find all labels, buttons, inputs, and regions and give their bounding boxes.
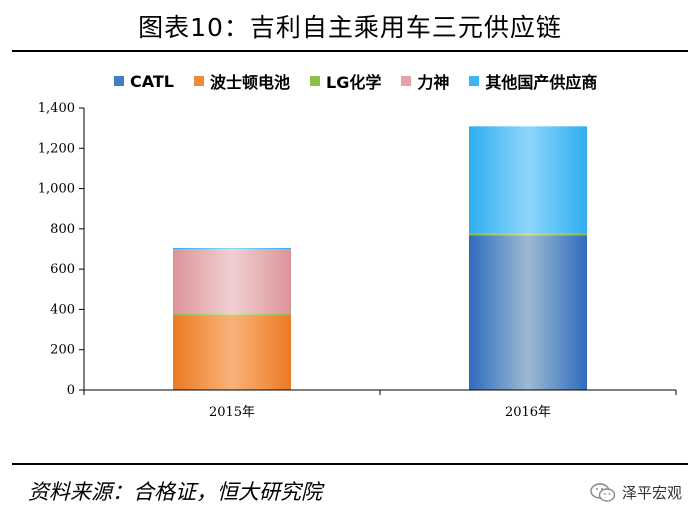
y-tick-label: 400 (50, 302, 75, 317)
bar-segment (173, 314, 291, 316)
x-tick-label: 2015年 (209, 405, 255, 420)
legend-item-boston: 波士顿电池 (194, 69, 290, 93)
footer-divider (12, 463, 688, 465)
legend-label-lg: LG化学 (326, 73, 382, 92)
brand-watermark: 泽平宏观 (590, 482, 682, 503)
legend-swatch-others (469, 76, 480, 86)
bars (173, 126, 587, 390)
bar-segment (173, 249, 291, 315)
legend-item-others: 其他国产供应商 (469, 69, 597, 93)
y-axis-ticks: 0 200 400 600 800 1,000 1,200 1,400 (38, 101, 84, 398)
source-note: 资料来源：合格证，恒大研究院 (28, 480, 322, 504)
y-tick-label: 1,400 (38, 101, 75, 116)
bar-segment (469, 233, 587, 236)
bar-segment (173, 247, 291, 250)
axes (83, 108, 676, 391)
brand-name: 泽平宏观 (621, 484, 682, 502)
x-axis-ticks: 2015年 2016年 (83, 390, 677, 420)
legend-label-catl: CATL (130, 71, 174, 91)
legend-item-catl: CATL (114, 72, 174, 91)
legend-label-others: 其他国产供应商 (485, 73, 598, 92)
legend: CATL 波士顿电池 LG化学 力神 其他国产供应商 (114, 70, 617, 92)
legend-item-lishen: 力神 (401, 69, 449, 93)
wechat-icon (590, 482, 616, 502)
x-tick-label: 2016年 (505, 405, 551, 420)
stacked-bar-chart: 0 200 400 600 800 1,000 1,200 1,400 2015年 2016年 (38, 101, 677, 420)
y-tick-label: 1,200 (38, 141, 75, 156)
bar-segment (469, 235, 587, 390)
legend-label-lishen: 力神 (417, 73, 450, 92)
legend-label-boston: 波士顿电池 (210, 73, 291, 92)
legend-item-lg: LG化学 (310, 69, 381, 93)
chart-title: 图表10：吉利自主乘用车三元供应链 (138, 13, 562, 42)
title-divider (12, 50, 688, 52)
y-tick-label: 800 (50, 222, 75, 237)
legend-swatch-boston (194, 76, 204, 86)
y-tick-label: 600 (50, 262, 75, 277)
bar-segment (469, 126, 587, 234)
y-tick-label: 0 (67, 383, 75, 398)
bar-segment (173, 315, 291, 390)
legend-swatch-lg (310, 76, 321, 86)
legend-swatch-lishen (401, 76, 412, 86)
y-tick-label: 1,000 (38, 182, 75, 197)
legend-swatch-catl (114, 76, 124, 86)
y-tick-label: 200 (50, 343, 75, 358)
